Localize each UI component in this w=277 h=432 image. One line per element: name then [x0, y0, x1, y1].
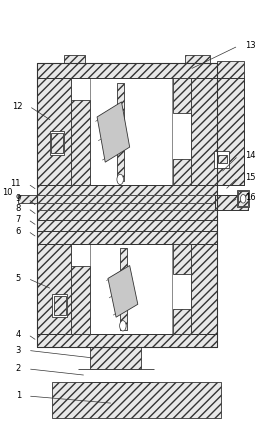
Bar	[37, 210, 217, 220]
Text: 14: 14	[245, 151, 256, 160]
Text: 11: 11	[11, 179, 21, 188]
Polygon shape	[97, 102, 130, 162]
Bar	[71, 266, 90, 334]
Bar	[37, 203, 217, 210]
Bar	[120, 248, 127, 330]
Circle shape	[240, 194, 246, 203]
Bar	[37, 244, 217, 334]
Bar	[173, 244, 191, 274]
Text: 9: 9	[16, 194, 21, 203]
Bar	[37, 78, 71, 185]
Bar	[217, 61, 244, 78]
Circle shape	[117, 174, 124, 184]
Text: 13: 13	[245, 41, 256, 51]
Bar	[37, 63, 217, 78]
Bar	[37, 220, 217, 231]
Bar	[173, 159, 191, 185]
Bar	[117, 83, 124, 181]
Circle shape	[120, 321, 126, 331]
Bar	[37, 244, 71, 334]
Text: 7: 7	[16, 215, 21, 224]
Text: 10: 10	[2, 188, 13, 197]
Bar	[37, 185, 217, 195]
Bar	[237, 190, 249, 207]
Bar	[215, 195, 248, 210]
Text: 12: 12	[12, 102, 22, 111]
Bar	[214, 150, 229, 168]
Bar	[52, 293, 67, 317]
Bar	[191, 78, 217, 185]
Bar	[37, 334, 217, 347]
Text: 15: 15	[245, 173, 256, 182]
Text: 3: 3	[16, 346, 21, 355]
Text: 1: 1	[16, 391, 21, 400]
Bar	[37, 78, 217, 185]
Bar	[217, 78, 244, 185]
Bar	[37, 231, 217, 244]
Bar	[50, 131, 65, 155]
Bar	[54, 295, 66, 315]
Bar	[37, 63, 217, 347]
Bar	[217, 78, 244, 185]
Text: 4: 4	[16, 330, 21, 339]
Text: 5: 5	[16, 274, 21, 283]
Text: 6: 6	[16, 226, 21, 235]
Bar	[65, 54, 85, 63]
Bar	[52, 382, 221, 418]
Bar	[51, 133, 63, 152]
Bar	[215, 195, 248, 210]
Bar	[218, 155, 227, 163]
Text: 16: 16	[245, 193, 256, 202]
Bar	[185, 54, 210, 63]
Bar	[191, 244, 217, 334]
Text: 2: 2	[16, 364, 21, 373]
Bar	[37, 220, 217, 231]
Bar	[173, 78, 191, 113]
Bar	[238, 191, 248, 206]
Bar	[71, 244, 191, 334]
Bar	[71, 100, 90, 185]
Bar	[71, 78, 191, 185]
Bar	[173, 308, 191, 334]
Bar	[217, 76, 244, 185]
Text: 8: 8	[16, 204, 21, 213]
Polygon shape	[108, 266, 138, 317]
Bar	[90, 347, 140, 369]
Bar	[18, 195, 217, 203]
